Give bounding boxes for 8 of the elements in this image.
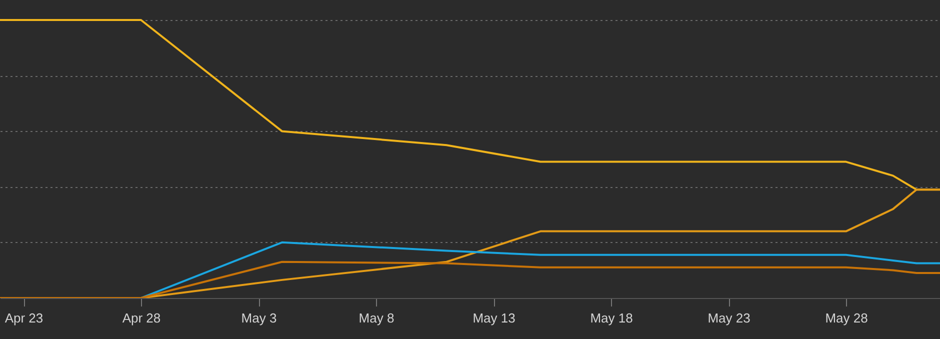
x-tick-label: May 23 (708, 310, 750, 326)
x-tick-label: May 13 (472, 310, 516, 326)
x-tick-label: Apr 28 (122, 310, 161, 326)
x-tick-label: May 8 (358, 310, 394, 326)
x-tick-label: Apr 23 (4, 310, 44, 326)
x-tick-label: May 3 (241, 310, 277, 326)
x-tick-label: May 18 (590, 310, 633, 326)
x-tick-label: May 28 (825, 310, 868, 326)
